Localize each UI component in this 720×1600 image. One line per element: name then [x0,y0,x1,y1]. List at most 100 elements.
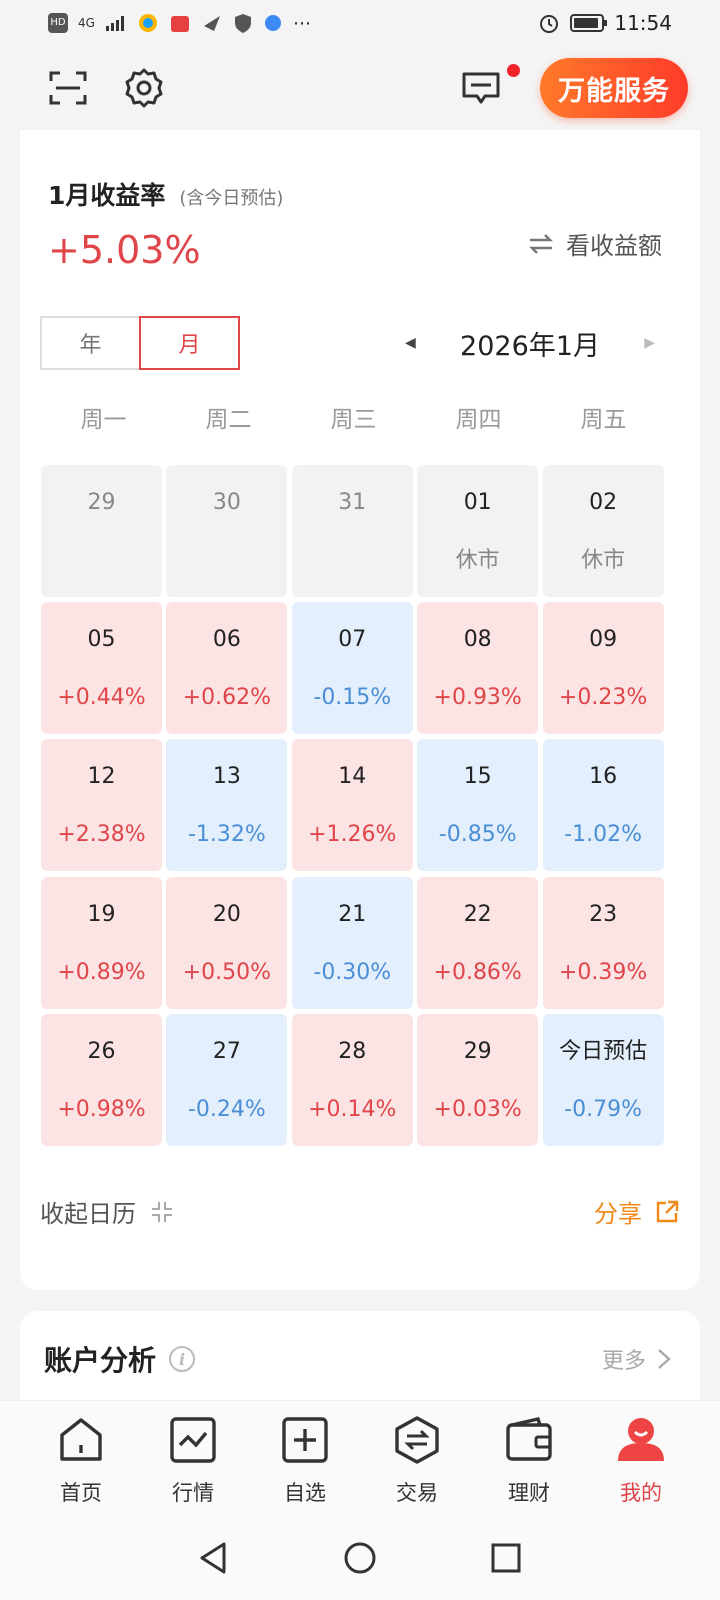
clock: 11:54 [614,11,672,35]
earnings-calendar-card: 1月收益率 (含今日预估) +5.03% 看收益额 年 月 ◀ 2026年1月 … [20,130,700,1290]
calendar-day-cell[interactable]: 26 +0.98% [41,1013,162,1146]
calendar-day-date: 09 [589,627,618,653]
calendar-day-cell[interactable]: 02 休市 [542,465,664,597]
calendar-day-cell[interactable]: 22 +0.86% [417,876,539,1009]
calendar-day-date: 12 [87,764,116,790]
prev-month-icon[interactable]: ◀ [405,335,416,351]
status-icons-right: 11:54 [538,11,672,35]
nav-item-trade-exchange[interactable]: 交易 [361,1401,473,1516]
calendar-day-cell[interactable]: 09 +0.23% [542,602,664,735]
nav-item-home[interactable]: 首页 [25,1401,137,1516]
calendar-day-date: 22 [463,901,492,927]
swap-arrows-icon [529,233,553,254]
calendar-day-return: -0.15% [313,685,392,711]
next-month-icon[interactable]: ▶ [644,335,655,351]
calendar-day-cell[interactable]: 14 +1.26% [291,739,413,872]
weekday-label: 周四 [455,407,502,433]
collapse-calendar-button[interactable]: 收起日历 [40,1194,174,1229]
calendar-day-return: +0.86% [433,959,522,985]
calendar-day-date: 07 [338,627,367,653]
signal-icon [105,16,124,31]
calendar-day-cell[interactable]: 29 +0.03% [417,1013,539,1146]
calendar-day-cell[interactable]: 05 +0.44% [41,602,162,735]
battery-level-fill [574,18,598,28]
nav-item-watchlist-plus[interactable]: 自选 [249,1401,361,1516]
system-navigation-bar [0,1515,720,1600]
calendar-day-cell[interactable]: 16 -1.02% [542,739,664,872]
earnings-title-row: 1月收益率 (含今日预估) [48,176,283,212]
nav-item-wallet[interactable]: 理财 [473,1401,585,1516]
nav-item-market-chart[interactable]: 行情 [137,1401,249,1516]
calendar-day-cell[interactable]: 28 +0.14% [291,1013,413,1146]
calendar-day-cell[interactable]: 08 +0.93% [417,602,539,735]
calendar-day-cell[interactable]: 07 -0.15% [291,602,413,735]
collapse-calendar-label: 收起日历 [40,1200,136,1228]
month-label[interactable]: 2026年1月 [460,330,600,362]
calendar-day-cell[interactable]: 01 休市 [417,465,539,597]
universal-service-button[interactable]: 万能服务 [540,58,688,118]
weekday-label: 周一 [80,407,127,433]
calendar-day-cell[interactable]: 27 -0.24% [166,1013,288,1146]
info-icon[interactable]: i [168,1345,196,1373]
calendar-day-date: 27 [212,1038,241,1064]
scan-button[interactable] [46,68,90,108]
nav-item-profile[interactable]: 我的 [585,1401,697,1516]
share-button[interactable]: 分享 [594,1194,680,1229]
analysis-more-button[interactable]: 更多 [602,1343,672,1375]
calendar-day-date: 08 [463,627,492,653]
calendar-day-date: 02 [589,490,618,515]
calendar-day-cell[interactable]: 23 +0.39% [542,876,664,1009]
calendar-day-date: 29 [87,490,116,515]
back-icon[interactable] [196,1540,232,1576]
calendar-day-cell[interactable]: 29 [41,465,162,597]
month-navigator: ◀ 2026年1月 ▶ [405,316,655,370]
calendar-day-return: -0.30% [313,959,392,985]
calendar-day-return: 休市 [581,548,626,573]
calendar-day-date: 13 [212,764,241,790]
calendar-day-cell[interactable]: 06 +0.62% [166,602,288,735]
calendar-day-cell[interactable]: 今日预估 -0.79% [542,1013,664,1146]
home-circle-icon[interactable] [342,1540,378,1576]
calendar-day-date: 06 [212,627,241,653]
segment-month[interactable]: 月 [139,316,240,370]
calendar-day-date: 16 [589,764,618,790]
messages-button[interactable] [459,68,503,108]
calendar-day-return: -1.32% [187,822,266,848]
calendar-day-return: 休市 [455,548,500,573]
nav-label: 行情 [172,1481,214,1505]
calendar-day-cell[interactable]: 20 +0.50% [166,876,288,1009]
status-bar: HD 4G ⋯ 11:54 [0,0,720,46]
calendar-day-date: 29 [463,1038,492,1064]
app-send-icon [203,16,220,31]
gear-icon [125,68,163,108]
settings-button[interactable] [121,66,167,110]
bottom-navigation: 首页 行情 自选 交易 理财 我的 [0,1400,720,1516]
toggle-amount-button[interactable]: 看收益额 [528,226,662,261]
nav-label: 首页 [60,1481,102,1505]
message-icon [462,72,500,104]
calendar-day-return: +0.14% [308,1096,397,1122]
shield-icon [234,14,251,33]
share-icon [656,1200,679,1222]
calendar-day-return: +0.98% [57,1096,146,1122]
svg-text:i: i [179,1350,185,1369]
weekday-label: 周三 [330,407,377,433]
scan-icon [49,71,87,105]
calendar-day-date: 21 [338,901,367,927]
calendar-day-return: +0.93% [433,685,522,711]
collapse-icon [152,1201,172,1222]
app-bag-icon [170,16,189,32]
calendar-day-date: 14 [338,764,367,790]
message-unread-dot [507,64,520,77]
calendar-day-cell[interactable]: 31 [291,465,413,597]
calendar-day-cell[interactable]: 12 +2.38% [41,739,162,872]
segment-year[interactable]: 年 [40,316,139,370]
analysis-title-row: 账户分析 i [44,1339,196,1379]
calendar-day-cell[interactable]: 15 -0.85% [417,739,539,872]
calendar-day-cell[interactable]: 30 [166,465,288,597]
recents-square-icon[interactable] [488,1540,524,1576]
calendar-day-cell[interactable]: 13 -1.32% [166,739,288,872]
calendar-day-cell[interactable]: 21 -0.30% [291,876,413,1009]
calendar-day-cell[interactable]: 19 +0.89% [41,876,162,1009]
calendar-day-date: 30 [212,490,241,515]
